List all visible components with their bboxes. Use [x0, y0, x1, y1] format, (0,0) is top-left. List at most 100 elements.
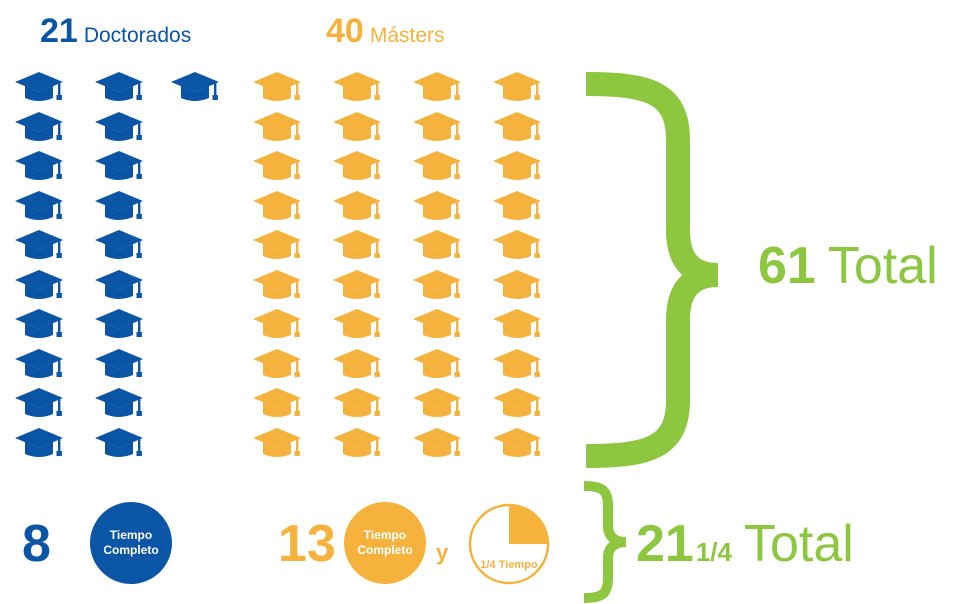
doctorados-heading: 21 Doctorados: [40, 14, 191, 48]
graduation-cap-icon: [15, 269, 63, 299]
fulltime-master-count: 13: [278, 515, 336, 573]
master-badge-line-2: Completo: [357, 543, 413, 557]
small-brace: [583, 481, 627, 603]
graduation-cap-icon: [493, 151, 541, 180]
graduation-cap-icon: [14, 228, 64, 262]
graduation-cap-icon: [94, 110, 144, 144]
graduation-cap-icon: [95, 190, 143, 220]
graduation-cap-icon: [413, 190, 461, 220]
graduation-cap-icon: [95, 111, 143, 141]
graduation-cap-icon: [15, 309, 63, 338]
graduation-cap-icon: [412, 268, 462, 302]
graduation-cap-icon: [94, 347, 144, 381]
graduation-cap-icon: [492, 70, 542, 104]
fulltime-doctor-count: 8: [22, 515, 51, 573]
graduation-cap-icon: [412, 110, 462, 144]
graduation-cap-icon: [95, 348, 143, 378]
graduation-cap-icon: [492, 149, 542, 183]
graduation-cap-icon: [170, 70, 220, 104]
graduation-cap-icon: [94, 268, 144, 302]
graduation-cap-icon: [333, 309, 381, 338]
graduation-cap-icon: [493, 72, 541, 101]
grand-total-count: 61: [758, 237, 816, 295]
graduation-cap-icon: [14, 149, 64, 183]
doctor-badge-line-2: Completo: [103, 543, 159, 557]
graduation-cap-icon: [14, 70, 64, 104]
graduation-cap-icon: [94, 426, 144, 460]
grand-total-label: Total: [827, 237, 938, 295]
graduation-cap-icon: [15, 388, 63, 417]
graduation-cap-icon: [253, 427, 301, 457]
graduation-cap-icon: [94, 386, 144, 420]
doctorados-count: 21: [40, 12, 78, 50]
graduation-cap-icon: [492, 386, 542, 420]
graduation-cap-icon: [493, 190, 541, 220]
masters-label: Másters: [369, 24, 445, 47]
quarter-badge-fill: [509, 506, 547, 544]
grand-total: 61 Total: [758, 240, 938, 292]
graduation-cap-icon: [95, 388, 143, 417]
fulltime-total: 211/4 Total: [636, 518, 854, 570]
graduation-cap-icon: [412, 228, 462, 262]
graduation-cap-icon: [413, 348, 461, 378]
doctor-fulltime-badge: Tiempo Completo: [90, 502, 172, 584]
graduation-cap-icon: [412, 426, 462, 460]
graduation-cap-icon: [252, 189, 302, 223]
graduation-cap-icon: [412, 386, 462, 420]
graduation-cap-icon: [252, 426, 302, 460]
graduation-cap-icon: [95, 269, 143, 299]
graduation-cap-icon: [413, 151, 461, 180]
graduation-cap-icon: [94, 70, 144, 104]
graduation-cap-icon: [252, 307, 302, 341]
graduation-cap-icon: [332, 228, 382, 262]
graduation-cap-icon: [412, 149, 462, 183]
graduation-cap-icon: [493, 427, 541, 457]
big-brace: [585, 72, 719, 468]
graduation-cap-icon: [15, 151, 63, 180]
master-badge-line-1: Tiempo: [363, 528, 407, 542]
graduation-cap-icon: [492, 228, 542, 262]
graduation-cap-icon: [253, 72, 301, 101]
graduation-cap-icon: [413, 72, 461, 101]
graduation-cap-icon: [14, 189, 64, 223]
graduation-cap-icon: [94, 228, 144, 262]
graduation-cap-icon: [14, 268, 64, 302]
graduation-cap-icon: [15, 348, 63, 378]
graduation-cap-icon: [413, 111, 461, 141]
graduation-cap-icon: [253, 269, 301, 299]
graduation-cap-icon: [333, 427, 381, 457]
graduation-cap-icon: [15, 111, 63, 141]
graduation-cap-icon: [253, 151, 301, 180]
doctor-badge-line-1: Tiempo: [109, 528, 153, 542]
graduation-cap-icon: [14, 307, 64, 341]
graduation-cap-icon: [252, 347, 302, 381]
master-fulltime-badge: Tiempo Completo: [344, 502, 426, 584]
fulltime-total-fraction: 1/4: [695, 537, 732, 567]
graduation-cap-icon: [413, 269, 461, 299]
quarter-time-badge: 1/4 Tiempo: [468, 503, 550, 585]
graduation-cap-icon: [493, 269, 541, 299]
graduation-cap-icon: [253, 388, 301, 417]
graduation-cap-icon: [332, 426, 382, 460]
graduation-cap-icon: [492, 307, 542, 341]
graduation-cap-icon: [94, 149, 144, 183]
graduation-cap-icon: [332, 386, 382, 420]
graduation-cap-icon: [333, 348, 381, 378]
graduation-cap-icon: [332, 189, 382, 223]
graduation-cap-icon: [253, 111, 301, 141]
fulltime-total-label: Total: [744, 515, 854, 573]
graduation-cap-icon: [252, 268, 302, 302]
quarter-badge-label: 1/4 Tiempo: [480, 559, 538, 571]
graduation-cap-icon: [413, 309, 461, 338]
graduation-cap-icon: [95, 151, 143, 180]
graduation-cap-icon: [14, 426, 64, 460]
graduation-cap-icon: [95, 230, 143, 259]
graduation-cap-icon: [492, 268, 542, 302]
graduation-cap-icon: [14, 110, 64, 144]
graduation-cap-icon: [15, 427, 63, 457]
graduation-cap-icon: [493, 348, 541, 378]
graduation-cap-icon: [333, 230, 381, 259]
graduation-cap-icon: [493, 309, 541, 338]
graduation-cap-icon: [171, 72, 219, 101]
